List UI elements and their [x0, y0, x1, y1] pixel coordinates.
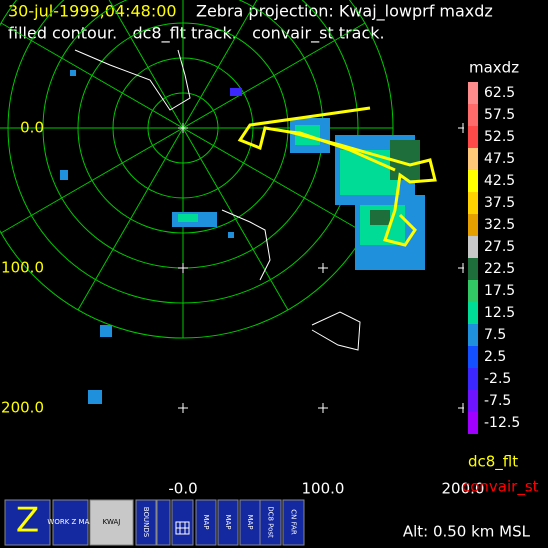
button-face: [282, 499, 305, 546]
legend-swatch: [468, 236, 478, 258]
button-label: MAP: [224, 514, 232, 529]
button-label: MAP: [202, 514, 210, 529]
toolbar-button[interactable]: MAP: [195, 499, 217, 546]
legend-label: 17.5: [484, 283, 515, 299]
toolbar-button[interactable]: KWAJ: [89, 499, 134, 546]
button-label: Z: [16, 501, 39, 541]
time-label: 30-jul-1999,04:48:00: [8, 2, 177, 21]
toolbar-button[interactable]: WORK Z MAP: [47, 499, 94, 546]
legend-swatch: [468, 104, 478, 126]
button-label: BOUNDS: [142, 507, 150, 538]
legend-label: 7.5: [484, 327, 506, 343]
legend-swatch: [468, 126, 478, 148]
button-face: [217, 499, 239, 546]
legend-swatch: [468, 390, 478, 412]
y-axis-label: 0.0: [20, 119, 44, 137]
legend-label: 42.5: [484, 173, 515, 189]
legend-swatch: [468, 368, 478, 390]
legend-label: 12.5: [484, 305, 515, 321]
radar-button[interactable]: [156, 499, 171, 546]
track-label: dc8_flt: [468, 453, 518, 472]
legend-label: 27.5: [484, 239, 515, 255]
button-face: [259, 499, 282, 546]
legend-label: 47.5: [484, 151, 515, 167]
legend-swatch: [468, 214, 478, 236]
legend-title: maxdz: [469, 59, 519, 77]
toolbar-button[interactable]: Z: [4, 499, 51, 546]
legend-label: -2.5: [484, 371, 511, 387]
y-axis-label: 200.0: [1, 399, 44, 417]
x-axis-label: 200.0: [442, 480, 485, 498]
legend-label: 62.5: [484, 85, 515, 101]
y-axis-label: 100.0: [1, 259, 44, 277]
legend-label: 2.5: [484, 349, 506, 365]
legend-swatch: [468, 258, 478, 280]
button-label: WORK Z MAP: [47, 518, 93, 526]
button-face: [52, 499, 89, 546]
button-face: [195, 499, 217, 546]
button-label: KWAJ: [103, 518, 121, 526]
button-face: [89, 499, 134, 546]
legend-label: 57.5: [484, 107, 515, 123]
button-label: CN FAR: [290, 509, 298, 535]
x-axis-label: 100.0: [302, 480, 345, 498]
legend-swatch: [468, 148, 478, 170]
toolbar-button[interactable]: BOUNDS: [135, 499, 157, 546]
legend-swatch: [468, 346, 478, 368]
button-face: [135, 499, 157, 546]
toolbar-button[interactable]: CN FAR: [282, 499, 305, 546]
legend-swatch: [468, 324, 478, 346]
x-axis-label: -0.0: [168, 480, 197, 498]
button-label: MAP: [246, 514, 254, 529]
button-label: DC8 Post: [267, 506, 275, 538]
toolbar-button[interactable]: MAP: [239, 499, 261, 546]
legend-swatch: [468, 412, 478, 434]
toolbar-button[interactable]: MAP: [217, 499, 239, 546]
toolbar-button[interactable]: DC8 Post: [259, 499, 282, 546]
projection-label: Zebra projection: Kwaj_lowprf maxdz: [196, 2, 493, 22]
legend-label: 37.5: [484, 195, 515, 211]
overlay-label: filled contour. dc8_flt track. convair_s…: [8, 24, 385, 44]
plot-area: [0, 0, 468, 413]
button-face: [4, 499, 51, 546]
legend-label: 32.5: [484, 217, 515, 233]
grid-markers: [178, 123, 468, 413]
legend-label: 52.5: [484, 129, 515, 145]
legend-swatch: [468, 192, 478, 214]
track-label: convair_st: [462, 478, 539, 497]
grid-icon: [175, 521, 190, 535]
legend-swatch: [468, 170, 478, 192]
legend-label: 22.5: [484, 261, 515, 277]
legend-swatch: [468, 302, 478, 324]
altitude-label: Alt: 0.50 km MSL: [403, 523, 531, 541]
legend-swatch: [468, 280, 478, 302]
flight-track: [237, 106, 437, 247]
legend-label: -12.5: [484, 415, 520, 431]
legend-swatch: [468, 82, 478, 104]
legend-label: -7.5: [484, 393, 511, 409]
coastlines: [74, 49, 361, 351]
